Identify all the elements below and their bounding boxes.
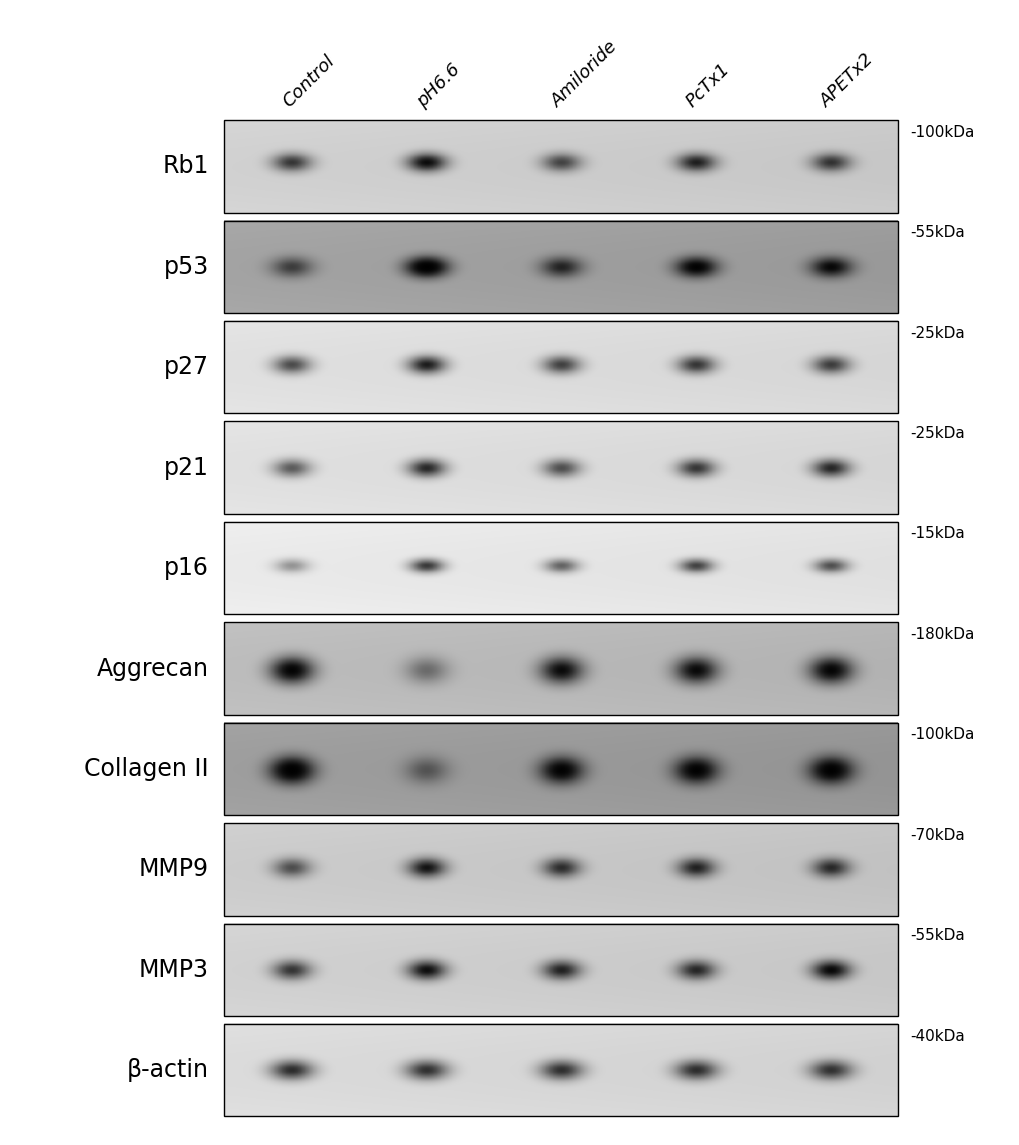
Bar (224, 421, 897, 514)
Text: -15kDa: -15kDa (909, 527, 964, 542)
Text: Collagen II: Collagen II (85, 757, 209, 781)
Bar (224, 722, 897, 815)
Text: pH6.6: pH6.6 (414, 61, 464, 111)
Text: APETx2: APETx2 (817, 50, 877, 111)
Text: Amiloride: Amiloride (548, 38, 621, 111)
Text: -40kDa: -40kDa (909, 1028, 964, 1043)
Bar (224, 522, 897, 614)
Text: p27: p27 (164, 355, 209, 379)
Text: -100kDa: -100kDa (909, 727, 973, 742)
Bar (224, 221, 897, 313)
Text: PcTx1: PcTx1 (683, 61, 733, 111)
Text: p16: p16 (164, 556, 209, 581)
Text: -25kDa: -25kDa (909, 325, 964, 341)
Text: Control: Control (279, 53, 337, 111)
Text: MMP3: MMP3 (139, 957, 209, 981)
Text: -55kDa: -55kDa (909, 929, 964, 943)
Text: Rb1: Rb1 (163, 155, 209, 179)
Text: -55kDa: -55kDa (909, 226, 964, 240)
Text: -180kDa: -180kDa (909, 626, 973, 642)
Bar (224, 924, 897, 1016)
Text: β-actin: β-actin (127, 1058, 209, 1082)
Bar (224, 321, 897, 413)
Text: -100kDa: -100kDa (909, 125, 973, 140)
Text: -70kDa: -70kDa (909, 828, 964, 843)
Bar (224, 622, 897, 714)
Bar (224, 1024, 897, 1116)
Bar (224, 823, 897, 916)
Text: p21: p21 (164, 456, 209, 480)
Text: MMP9: MMP9 (139, 858, 209, 882)
Text: Aggrecan: Aggrecan (97, 656, 209, 680)
Text: -25kDa: -25kDa (909, 426, 964, 441)
Text: p53: p53 (164, 255, 209, 279)
Bar (224, 120, 897, 213)
